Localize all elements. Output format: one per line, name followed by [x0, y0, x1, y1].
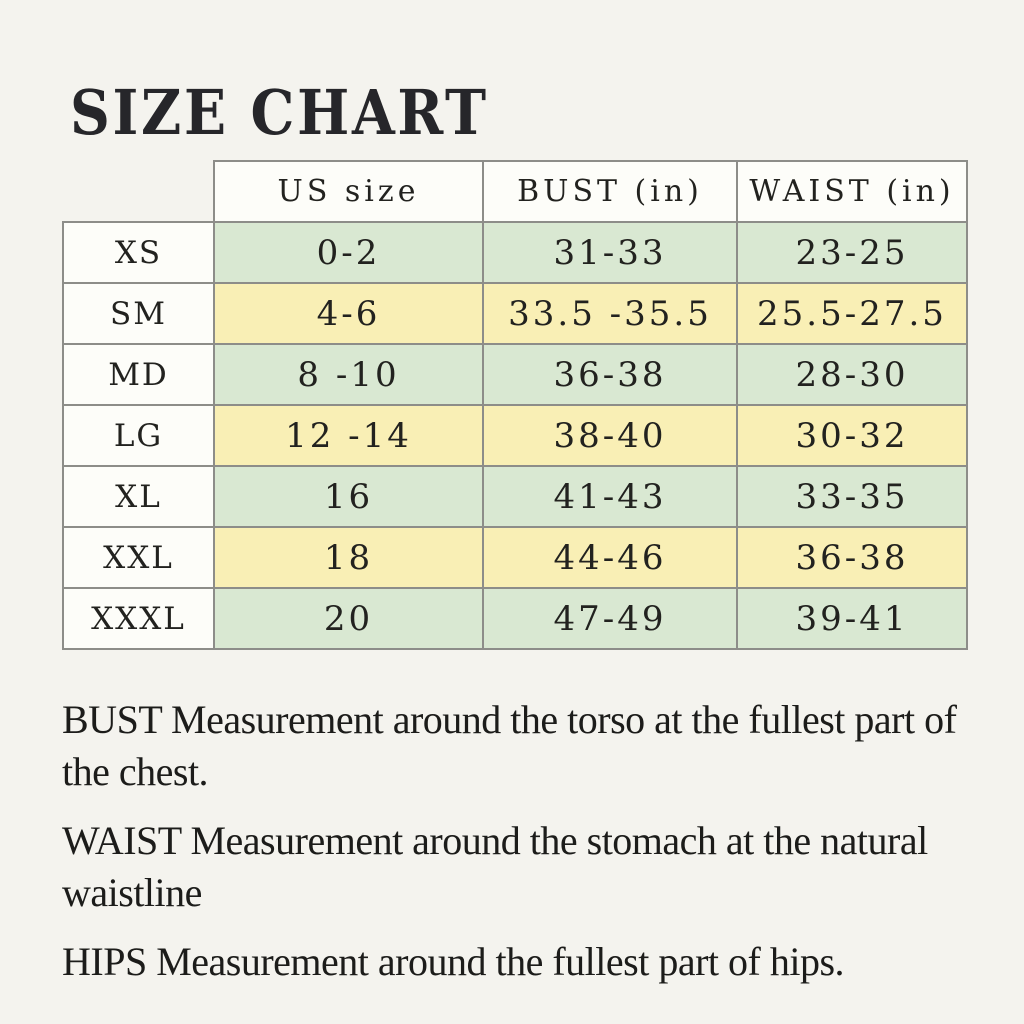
bust-cell: 36-38	[482, 343, 738, 406]
us-size-cell: 20	[213, 587, 484, 650]
bust-cell: 31-33	[482, 221, 738, 284]
bust-cell: 38-40	[482, 404, 738, 467]
us-size-cell: 8 -10	[213, 343, 484, 406]
bust-note: BUST Measurement around the torso at the…	[62, 697, 957, 794]
table-row: SM 4-6 33.5 -35.5 25.5-27.5	[62, 282, 968, 345]
waist-note: WAIST Measurement around the stomach at …	[62, 818, 928, 915]
size-table-body: XS 0-2 31-33 23-25 SM 4-6 33.5 -35.5 25.5-27.5 M…	[62, 221, 968, 650]
us-size-cell: 4-6	[213, 282, 484, 345]
size-label-cell: XXL	[62, 526, 215, 589]
bust-cell: 44-46	[482, 526, 738, 589]
us-size-cell: 16	[213, 465, 484, 528]
table-row: LG 12 -14 38-40 30-32	[62, 404, 968, 467]
size-label-cell: XL	[62, 465, 215, 528]
size-label-cell: SM	[62, 282, 215, 345]
table-row: XL 16 41-43 33-35	[62, 465, 968, 528]
table-row: XXXL 20 47-49 39-41	[62, 587, 968, 650]
bust-cell: 47-49	[482, 587, 738, 650]
column-header-us-size: US size	[213, 160, 484, 223]
size-label-cell: LG	[62, 404, 215, 467]
corner-empty-cell	[63, 161, 214, 222]
measurement-notes: BUST Measurement around the torso at the…	[62, 694, 987, 1005]
column-header-waist: WAIST (in)	[736, 160, 968, 223]
column-header-bust: BUST (in)	[482, 160, 738, 223]
waist-cell: 23-25	[736, 221, 968, 284]
table-row: XXL 18 44-46 36-38	[62, 526, 968, 589]
table-header-row: US size BUST (in) WAIST (in)	[63, 160, 968, 223]
us-size-cell: 12 -14	[213, 404, 484, 467]
waist-cell: 33-35	[736, 465, 968, 528]
size-label-cell: XXXL	[62, 587, 215, 650]
hips-note: HIPS Measurement around the fullest part…	[62, 939, 845, 984]
size-label-cell: XS	[62, 221, 215, 284]
waist-cell: 28-30	[736, 343, 968, 406]
table-row: MD 8 -10 36-38 28-30	[62, 343, 968, 406]
waist-cell: 30-32	[736, 404, 968, 467]
size-table: US size BUST (in) WAIST (in) XS 0-2 31-33 2…	[62, 160, 968, 650]
waist-cell: 36-38	[736, 526, 968, 589]
waist-cell: 25.5-27.5	[736, 282, 968, 345]
size-label-cell: MD	[62, 343, 215, 406]
waist-cell: 39-41	[736, 587, 968, 650]
page-title: SIZE CHART	[70, 76, 489, 149]
us-size-cell: 0-2	[213, 221, 484, 284]
bust-cell: 41-43	[482, 465, 738, 528]
us-size-cell: 18	[213, 526, 484, 589]
table-row: XS 0-2 31-33 23-25	[62, 221, 968, 284]
bust-cell: 33.5 -35.5	[482, 282, 738, 345]
